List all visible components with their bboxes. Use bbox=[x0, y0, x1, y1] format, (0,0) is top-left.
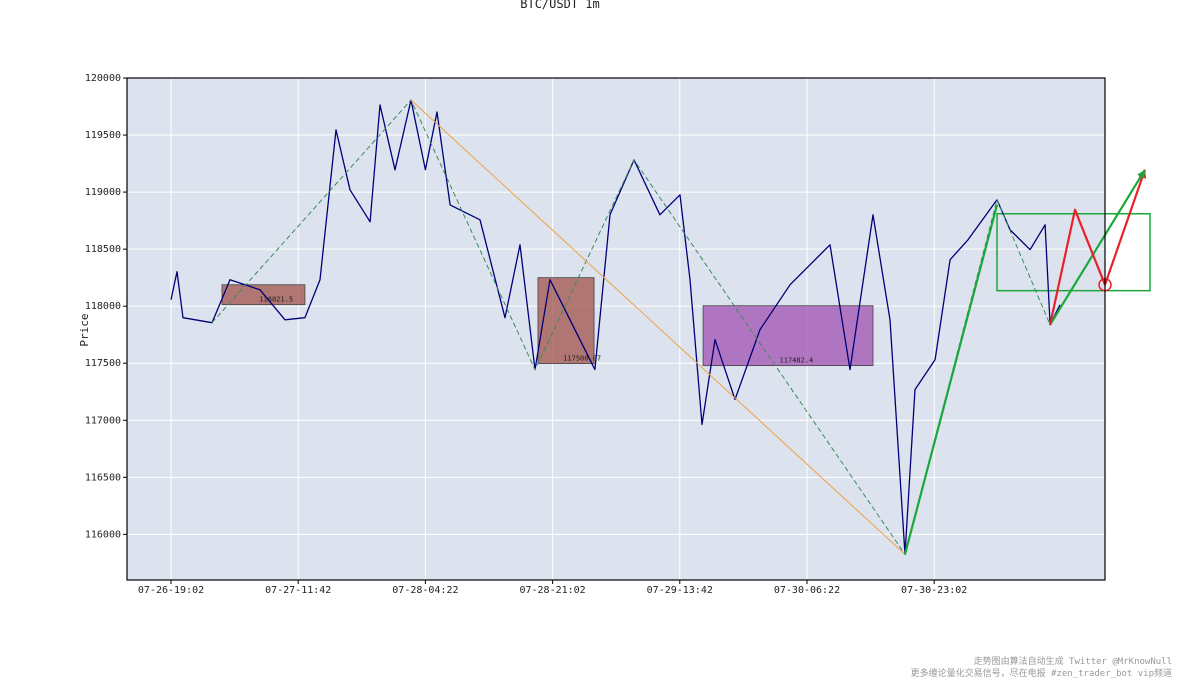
plot-frame bbox=[126, 77, 1106, 581]
zone-label: 118021.5 bbox=[259, 296, 293, 304]
y-tick-label: 116500 bbox=[85, 472, 121, 483]
price-line bbox=[410, 99, 906, 555]
y-tick-label: 118000 bbox=[85, 301, 121, 312]
x-tick-label: 07-30-23:02 bbox=[901, 585, 967, 596]
y-axis-label: Price bbox=[78, 313, 91, 346]
y-tick-label: 119000 bbox=[85, 187, 121, 198]
y-tick-label: 117500 bbox=[85, 358, 121, 369]
price-line bbox=[903, 204, 999, 555]
footer-note: 更多缠论量化交易信号，尽在电报 #zen_trader_bot vip频道 bbox=[911, 667, 1172, 679]
x-tick-label: 07-26-19:02 bbox=[138, 585, 204, 596]
chart-title: BTC/USDT 1m bbox=[520, 0, 599, 11]
price-line bbox=[170, 99, 1061, 555]
x-tick-label: 07-28-21:02 bbox=[519, 585, 585, 596]
zone-label: 117482.4 bbox=[780, 357, 814, 365]
y-tick-label: 117000 bbox=[85, 415, 121, 426]
footer-note: 走势图由算法自动生成 Twitter @MrKnowNull bbox=[974, 655, 1172, 667]
zone-label: 117500.07 bbox=[563, 355, 601, 363]
x-tick-label: 07-27-11:42 bbox=[265, 585, 331, 596]
y-tick-label: 119500 bbox=[85, 130, 121, 141]
arrow-head bbox=[1137, 169, 1145, 179]
x-tick-label: 07-28-04:22 bbox=[392, 585, 458, 596]
y-tick-label: 116000 bbox=[85, 529, 121, 540]
y-tick-label: 118500 bbox=[85, 244, 121, 255]
price-line bbox=[1049, 169, 1146, 325]
y-tick-label: 120000 bbox=[85, 73, 121, 84]
price-line bbox=[1049, 169, 1146, 326]
x-tick-label: 07-29-13:42 bbox=[647, 585, 713, 596]
x-tick-label: 07-30-06:22 bbox=[774, 585, 840, 596]
plot-area bbox=[127, 78, 1105, 580]
